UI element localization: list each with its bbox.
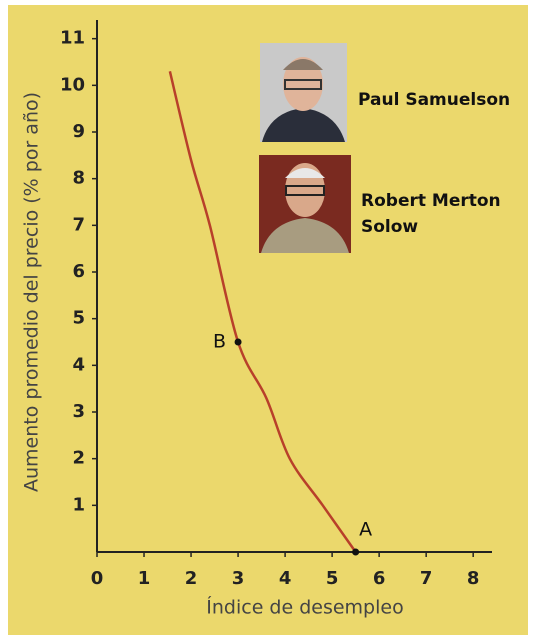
y-tick-label: 4 — [72, 354, 85, 375]
portrait-samuelson — [260, 43, 347, 142]
y-tick-label: 3 — [72, 401, 85, 422]
x-tick-label: 0 — [91, 568, 104, 589]
y-tick-label: 5 — [72, 308, 85, 329]
x-tick-label: 5 — [326, 568, 339, 589]
y-axis-label: Aumento promedio del precio (% por año) — [21, 92, 43, 492]
point-label: B — [213, 331, 226, 353]
y-tick-label: 1 — [72, 494, 85, 515]
y-tick-label: 10 — [60, 74, 85, 95]
x-tick-label: 1 — [138, 568, 151, 589]
annotation: Solow — [361, 217, 418, 237]
x-tick-label: 8 — [467, 568, 480, 589]
annotation: Robert Merton — [361, 191, 501, 211]
x-tick-label: 7 — [420, 568, 433, 589]
y-tick-label: 7 — [72, 214, 85, 235]
point-label: A — [359, 519, 372, 541]
y-tick-label: 2 — [72, 448, 85, 469]
annotation: Paul Samuelson — [358, 90, 510, 110]
y-tick-label: 11 — [60, 28, 85, 49]
x-tick-label: 4 — [279, 568, 292, 589]
y-tick-label: 8 — [72, 168, 85, 189]
y-tick-label: 6 — [72, 261, 85, 282]
y-tick-label: 9 — [72, 121, 85, 142]
x-tick-label: 2 — [185, 568, 198, 589]
curve — [168, 71, 357, 553]
point — [352, 548, 360, 556]
x-axis-label: Índice de desempleo — [206, 596, 403, 619]
portrait-solow — [259, 155, 351, 253]
x-tick-label: 6 — [373, 568, 386, 589]
point — [234, 338, 242, 346]
x-tick-label: 3 — [232, 568, 245, 589]
